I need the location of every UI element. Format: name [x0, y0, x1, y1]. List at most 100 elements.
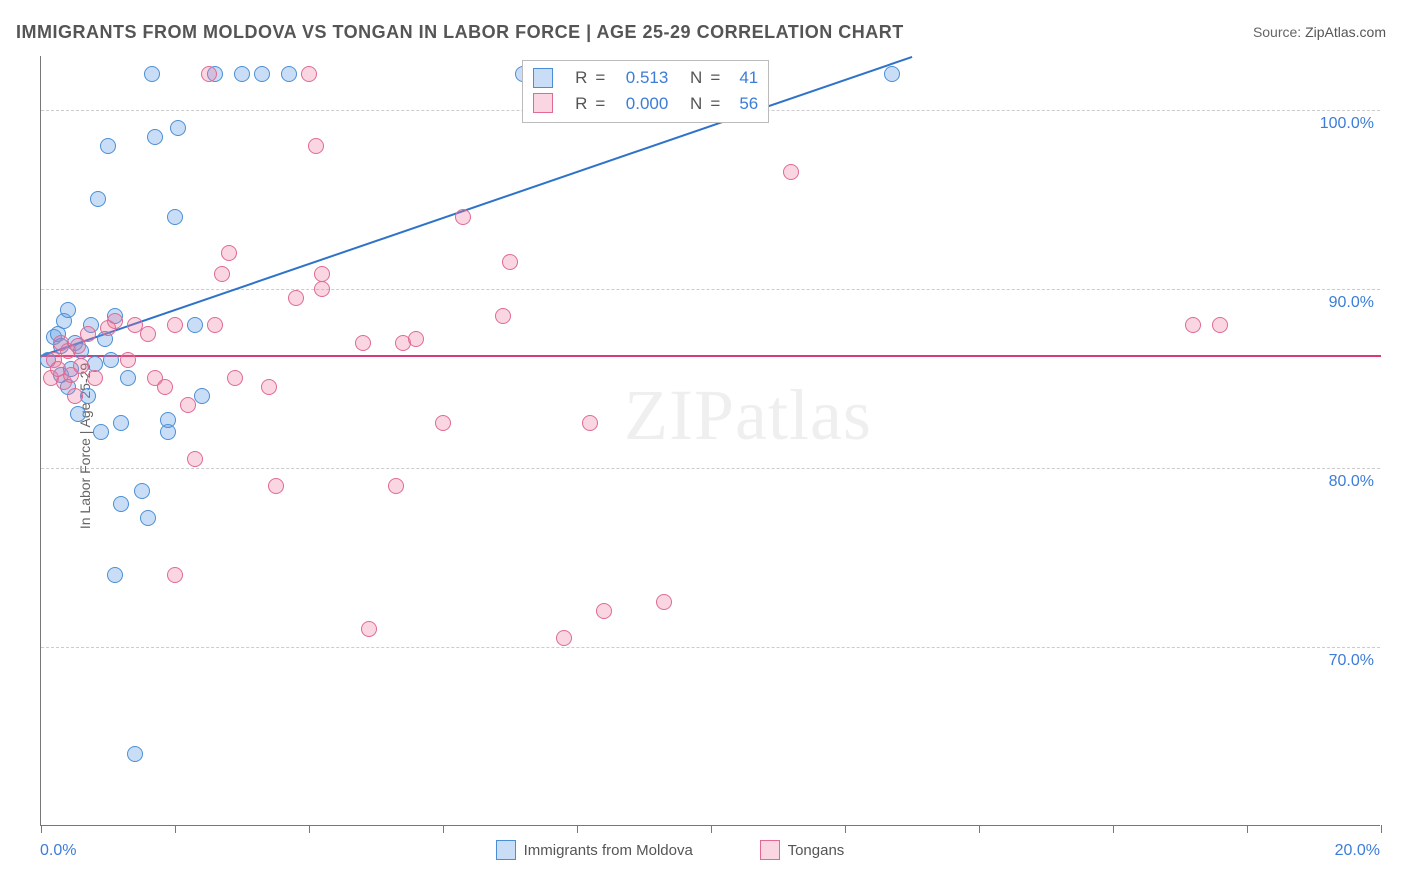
gridline-h — [41, 468, 1380, 469]
r-value: 0.000 — [613, 91, 668, 117]
data-point-moldova — [884, 66, 900, 82]
n-label: N — [682, 65, 702, 91]
data-point-tongans — [221, 245, 237, 261]
x-tick — [309, 825, 310, 833]
data-point-tongans — [187, 451, 203, 467]
data-point-tongans — [73, 358, 89, 374]
data-point-tongans — [1185, 317, 1201, 333]
data-point-moldova — [120, 370, 136, 386]
data-point-moldova — [140, 510, 156, 526]
data-point-moldova — [107, 567, 123, 583]
data-point-tongans — [502, 254, 518, 270]
x-tick — [711, 825, 712, 833]
data-point-moldova — [167, 209, 183, 225]
data-point-tongans — [582, 415, 598, 431]
data-point-tongans — [361, 621, 377, 637]
data-point-tongans — [207, 317, 223, 333]
x-tick — [577, 825, 578, 833]
x-tick-label: 0.0% — [40, 842, 76, 860]
data-point-tongans — [167, 567, 183, 583]
data-point-tongans — [408, 331, 424, 347]
data-point-tongans — [107, 313, 123, 329]
series-legend-tongans: Tongans — [760, 840, 845, 860]
data-point-tongans — [214, 266, 230, 282]
data-point-moldova — [160, 412, 176, 428]
legend-swatch — [533, 68, 553, 88]
legend-label: Immigrants from Moldova — [524, 842, 693, 859]
watermark: ZIPatlas — [624, 374, 872, 457]
data-point-tongans — [301, 66, 317, 82]
data-point-moldova — [127, 746, 143, 762]
x-tick — [1113, 825, 1114, 833]
n-value: 56 — [728, 91, 758, 117]
data-point-tongans — [596, 603, 612, 619]
data-point-tongans — [67, 388, 83, 404]
chart-title: IMMIGRANTS FROM MOLDOVA VS TONGAN IN LAB… — [16, 22, 904, 43]
n-label: N — [682, 91, 702, 117]
data-point-moldova — [103, 352, 119, 368]
x-tick — [1247, 825, 1248, 833]
legend-swatch — [533, 93, 553, 113]
source-value: ZipAtlas.com — [1305, 24, 1386, 40]
data-point-tongans — [783, 164, 799, 180]
data-point-moldova — [194, 388, 210, 404]
data-point-moldova — [113, 415, 129, 431]
trend-line-tongans — [41, 355, 1381, 357]
data-point-tongans — [87, 370, 103, 386]
chart-container: IMMIGRANTS FROM MOLDOVA VS TONGAN IN LAB… — [0, 0, 1406, 892]
series-legend-moldova: Immigrants from Moldova — [496, 840, 693, 860]
data-point-moldova — [93, 424, 109, 440]
x-tick — [1381, 825, 1382, 833]
x-tick — [41, 825, 42, 833]
data-point-moldova — [144, 66, 160, 82]
gridline-h — [41, 289, 1380, 290]
eq-sign: = — [595, 65, 605, 91]
r-label: R — [559, 91, 587, 117]
n-value: 41 — [728, 65, 758, 91]
x-tick — [175, 825, 176, 833]
data-point-tongans — [201, 66, 217, 82]
data-point-tongans — [140, 326, 156, 342]
source-label: Source: — [1253, 24, 1305, 40]
gridline-h — [41, 647, 1380, 648]
legend-row-tongans: R=0.000N=56 — [533, 91, 758, 117]
data-point-tongans — [495, 308, 511, 324]
data-point-tongans — [157, 379, 173, 395]
correlation-legend: R=0.513N=41R=0.000N=56 — [522, 60, 769, 123]
trend-line-moldova — [41, 56, 913, 357]
legend-label: Tongans — [788, 842, 845, 859]
data-point-tongans — [556, 630, 572, 646]
data-point-tongans — [120, 352, 136, 368]
source-attribution: Source: ZipAtlas.com — [1253, 24, 1386, 40]
data-point-moldova — [170, 120, 186, 136]
data-point-moldova — [90, 191, 106, 207]
eq-sign: = — [595, 91, 605, 117]
data-point-tongans — [288, 290, 304, 306]
legend-row-moldova: R=0.513N=41 — [533, 65, 758, 91]
data-point-tongans — [314, 281, 330, 297]
data-point-moldova — [254, 66, 270, 82]
data-point-moldova — [100, 138, 116, 154]
data-point-moldova — [187, 317, 203, 333]
y-tick-label: 90.0% — [1329, 294, 1374, 312]
data-point-moldova — [281, 66, 297, 82]
r-label: R — [559, 65, 587, 91]
data-point-tongans — [180, 397, 196, 413]
legend-swatch — [760, 840, 780, 860]
y-tick-label: 100.0% — [1320, 115, 1374, 133]
data-point-moldova — [134, 483, 150, 499]
data-point-moldova — [113, 496, 129, 512]
data-point-tongans — [167, 317, 183, 333]
data-point-tongans — [261, 379, 277, 395]
data-point-tongans — [435, 415, 451, 431]
data-point-tongans — [227, 370, 243, 386]
data-point-tongans — [455, 209, 471, 225]
r-value: 0.513 — [613, 65, 668, 91]
data-point-moldova — [147, 129, 163, 145]
data-point-tongans — [656, 594, 672, 610]
data-point-tongans — [355, 335, 371, 351]
x-tick — [845, 825, 846, 833]
x-tick — [443, 825, 444, 833]
data-point-moldova — [70, 406, 86, 422]
data-point-tongans — [388, 478, 404, 494]
